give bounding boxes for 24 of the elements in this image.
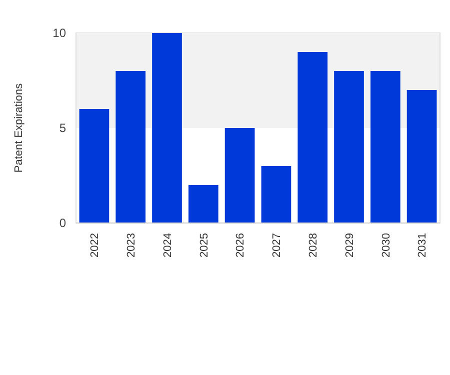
bar — [298, 52, 328, 223]
x-tick-label: 2028 — [307, 233, 320, 258]
bar — [116, 71, 146, 223]
bar — [188, 185, 218, 223]
y-axis-title: Patent Expirations — [12, 82, 25, 173]
x-tick-label: 2029 — [344, 233, 356, 258]
x-tick-label: 2025 — [198, 233, 210, 258]
bar — [334, 71, 364, 223]
x-tick-label: 2022 — [89, 233, 102, 258]
y-tick-label: 10 — [52, 26, 66, 40]
bar — [370, 71, 400, 223]
x-tick-label: 2027 — [271, 233, 284, 258]
bar — [224, 128, 255, 223]
bar — [79, 109, 110, 223]
bar — [406, 90, 437, 223]
bar — [152, 33, 182, 223]
x-tick-label: 2031 — [416, 233, 429, 258]
y-tick-label: 0 — [59, 216, 66, 230]
x-tick-label: 2026 — [234, 233, 247, 258]
bar — [261, 166, 292, 223]
x-tick-label: 2024 — [162, 233, 174, 258]
y-tick-label: 5 — [59, 121, 66, 136]
x-tick-label: 2023 — [125, 233, 138, 258]
x-tick-label: 2030 — [380, 233, 392, 258]
